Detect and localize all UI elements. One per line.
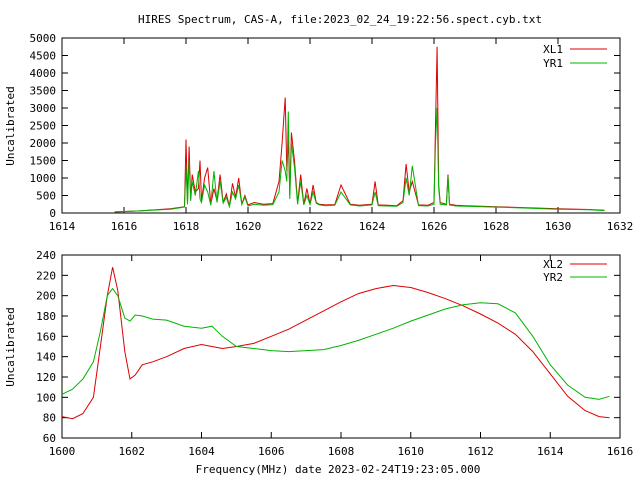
bottom-plot-xlabel: Frequency(MHz) date 2023-02-24T19:23:05.… [196, 463, 481, 476]
bottom-ytick-label: 140 [36, 351, 56, 364]
bottom-plot-ylabel: Uncalibrated [4, 307, 17, 386]
bottom-ytick-label: 180 [36, 310, 56, 323]
top-ytick-label: 3000 [30, 102, 57, 115]
top-xtick-label: 1620 [235, 220, 262, 233]
bottom-ytick-label: 240 [36, 249, 56, 262]
top-plot-ticks: 1614 1616 1618 1620 1622 1624 1626 1628 1630 1632… [30, 32, 634, 233]
top-ytick-label: 4500 [30, 50, 57, 63]
bottom-xtick-label: 1606 [258, 445, 285, 458]
bottom-xtick-label: 1610 [398, 445, 425, 458]
top-xtick-label: 1626 [421, 220, 448, 233]
bottom-spectrum-plot: 1600 1602 1604 1606 1608 1610 1612 1614 1616 60 80… [4, 249, 633, 476]
top-ytick-label: 500 [36, 190, 56, 203]
top-ytick-label: 5000 [30, 32, 57, 45]
top-xtick-label: 1614 [49, 220, 76, 233]
legend-label-yr1: YR1 [543, 57, 563, 70]
bottom-xtick-label: 1600 [49, 445, 76, 458]
top-xtick-label: 1618 [173, 220, 200, 233]
figure-title: HIRES Spectrum, CAS-A, file:2023_02_24_1… [138, 13, 542, 26]
bottom-plot-ticks: 1600 1602 1604 1606 1608 1610 1612 1614 1616 60 80… [36, 249, 633, 458]
top-ytick-label: 0 [49, 207, 56, 220]
bottom-ytick-label: 120 [36, 371, 56, 384]
bottom-xtick-label: 1608 [328, 445, 355, 458]
bottom-plot-lines [61, 267, 610, 420]
top-plot-legend: XL1 YR1 [543, 43, 607, 70]
bottom-ytick-label: 60 [43, 432, 56, 445]
bottom-xtick-label: 1614 [537, 445, 564, 458]
bottom-plot-frame [61, 254, 621, 439]
top-plot-ylabel: Uncalibrated [4, 86, 17, 165]
bottom-ytick-label: 160 [36, 330, 56, 343]
bottom-ytick-label: 200 [36, 290, 56, 303]
top-xtick-label: 1628 [483, 220, 510, 233]
bottom-xtick-label: 1616 [607, 445, 634, 458]
top-ytick-label: 2500 [30, 120, 57, 133]
legend-label-xl1: XL1 [543, 43, 563, 56]
top-ytick-label: 3500 [30, 85, 57, 98]
top-xtick-label: 1624 [359, 220, 386, 233]
top-plot-frame [61, 37, 621, 214]
legend-label-xl2: XL2 [543, 258, 563, 271]
legend-label-yr2: YR2 [543, 271, 563, 284]
bottom-ytick-label: 220 [36, 269, 56, 282]
bottom-plot-legend: XL2 YR2 [543, 258, 607, 284]
top-xtick-label: 1630 [545, 220, 572, 233]
top-xtick-label: 1632 [607, 220, 634, 233]
bottom-ytick-label: 80 [43, 412, 56, 425]
series-line-yr2 [61, 287, 610, 400]
top-spectrum-plot: 1614 1616 1618 1620 1622 1624 1626 1628 1630 1632… [4, 32, 633, 233]
series-line-yr1 [114, 107, 605, 213]
bottom-xtick-label: 1604 [188, 445, 215, 458]
top-xtick-label: 1622 [297, 220, 324, 233]
top-ytick-label: 4000 [30, 67, 57, 80]
top-xtick-label: 1616 [111, 220, 138, 233]
bottom-xtick-label: 1612 [467, 445, 494, 458]
bottom-xtick-label: 1602 [119, 445, 146, 458]
series-line-xl2 [61, 267, 610, 420]
top-plot-lines [114, 46, 605, 213]
bottom-ytick-label: 100 [36, 391, 56, 404]
top-ytick-label: 1000 [30, 172, 57, 185]
top-ytick-label: 2000 [30, 137, 57, 150]
top-ytick-label: 1500 [30, 155, 57, 168]
